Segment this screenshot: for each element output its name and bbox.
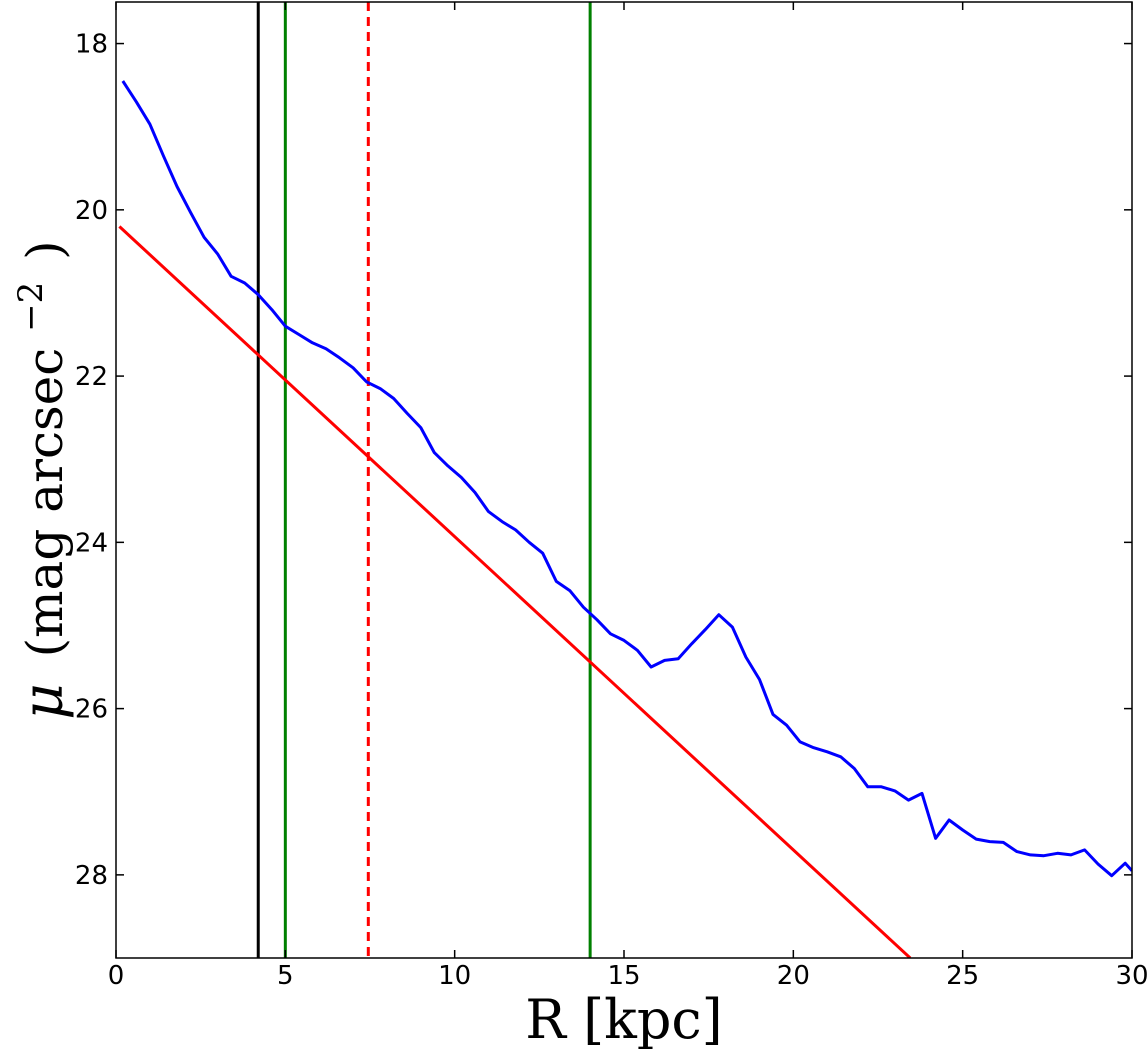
y-axis-ticks: 18 20 22 24 26 28	[75, 30, 1132, 891]
x-tick-label: 20	[777, 961, 810, 991]
y-tick-label: 26	[75, 695, 108, 725]
series-line-1	[118, 225, 912, 958]
x-tick-label: 5	[277, 961, 294, 991]
y-axis-label-symbol: μ	[11, 683, 76, 719]
x-axis-ticks: 0 5 10 15 20 25 30	[108, 2, 1148, 991]
y-axis-label-exponent: −2	[11, 282, 51, 332]
x-tick-label: 10	[438, 961, 471, 991]
y-tick-label: 22	[75, 362, 108, 392]
plot-background	[116, 2, 1132, 958]
x-tick-label: 25	[946, 961, 979, 991]
x-tick-label: 15	[607, 961, 640, 991]
y-tick-label: 24	[75, 528, 108, 558]
vertical-markers	[256, 2, 592, 958]
data-series	[118, 80, 1132, 958]
y-axis-label-unit: (mag arcsec	[16, 348, 74, 658]
y-axis-label-close: )	[16, 240, 74, 260]
y-tick-label: 28	[75, 861, 108, 891]
y-tick-label: 18	[75, 30, 108, 60]
x-tick-label: 0	[108, 961, 125, 991]
x-tick-label: 30	[1115, 961, 1148, 991]
x-axis-label: R [kpc]	[525, 988, 723, 1049]
y-axis-label: μ (mag arcsec −2 )	[0, 240, 76, 719]
y-tick-label: 20	[75, 196, 108, 226]
series-line-0	[121, 80, 1132, 878]
